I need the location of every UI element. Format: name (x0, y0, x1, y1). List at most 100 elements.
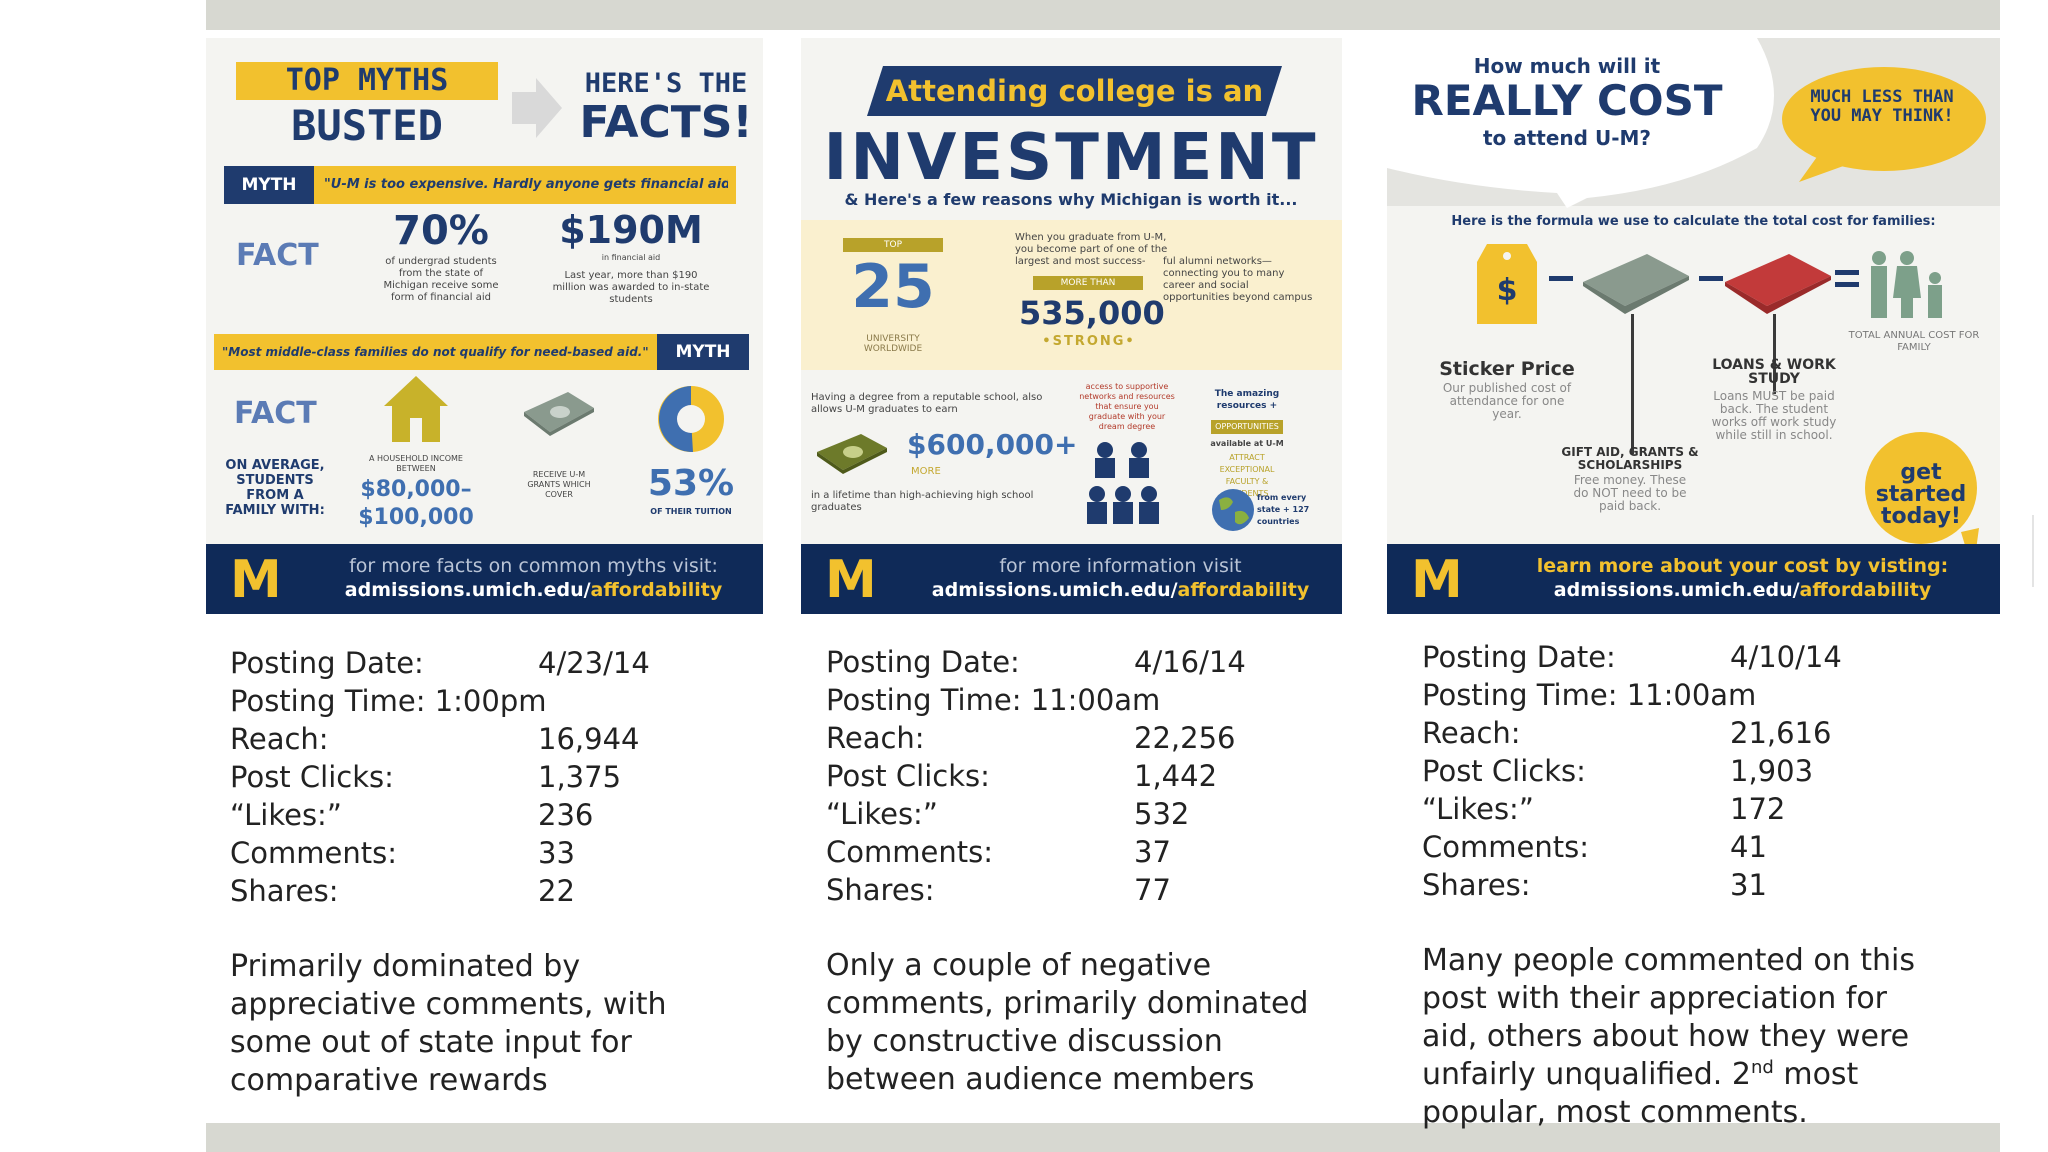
clicks-value: 1,375 (538, 760, 622, 794)
title-busted: BUSTED (291, 101, 443, 150)
myth-label: MYTH (224, 166, 314, 204)
footer-url-highlight: affordability (1177, 579, 1310, 601)
stat-190m-text: Last year, more than $190 million was aw… (552, 270, 710, 305)
footer-caption: for more facts on common myths visit: (349, 555, 718, 577)
more-than-label: MORE THAN (1033, 276, 1143, 290)
grant-pointer (1631, 314, 1634, 454)
banner-text: Attending college is an (885, 74, 1264, 108)
family-icon (1871, 251, 1942, 318)
footer-url-base: admissions.umich.edu/ (1553, 579, 1800, 601)
minus-sign-2 (1699, 276, 1723, 281)
fact-label: FACT (236, 238, 319, 273)
likes-label: “Likes:” (230, 798, 342, 832)
card-footer: M learn more about your cost by visting:… (1387, 544, 2000, 614)
cost-q2: REALLY COST (1411, 76, 1723, 125)
pct-value: 53% (647, 463, 735, 504)
date-value: 4/16/14 (1134, 645, 1246, 679)
speech-bubble-right (1782, 67, 1986, 182)
average-text: ON AVERAGE, STUDENTS FROM A FAMILY WITH: (225, 458, 325, 518)
money-more: MORE (911, 466, 941, 477)
footer-url-base: admissions.umich.edu/ (931, 579, 1178, 601)
summary-line: between audience members (826, 1062, 1255, 1097)
footer-url[interactable]: admissions.umich.edu/affordability (1497, 578, 1988, 602)
degree-text: Having a degree from a reputable school,… (811, 392, 1043, 415)
reach-value: 22,256 (1134, 721, 1236, 755)
pie-53-icon (658, 386, 724, 453)
money-value: $600,000+ (907, 428, 1078, 461)
title-heres-the: HERE'S THE (584, 68, 748, 99)
top-25: 25 (851, 252, 935, 322)
shares-value: 22 (538, 874, 575, 908)
infographic-cost: How much will it REALLY COST to attend U… (1387, 38, 2000, 614)
svg-text:$: $ (1497, 273, 1518, 308)
comments-label: Comments: (826, 835, 993, 869)
comments-label: Comments: (230, 836, 397, 870)
summary-line: appreciative comments, with (230, 987, 667, 1022)
cash-icon (524, 392, 594, 436)
likes-value: 172 (1730, 792, 1786, 826)
title-facts: FACTS! (579, 97, 753, 148)
reach-value: 21,616 (1730, 716, 1832, 750)
footer-url-highlight: affordability (590, 579, 723, 601)
comments-value: 37 (1134, 835, 1171, 869)
summary-line: post with their appreciation for (1422, 981, 1888, 1016)
speech-bubble-left (1387, 38, 1774, 208)
clicks-label: Post Clicks: (826, 759, 990, 793)
minus-sign-1 (1549, 276, 1573, 281)
investment-subtitle: & Here's a few reasons why Michigan is w… (844, 190, 1298, 209)
loan-money-icon (1725, 254, 1831, 314)
summary-line: some out of state input for (230, 1025, 632, 1060)
title-top-myths: TOP MYTHS (285, 63, 449, 98)
avail-text: available at U-M (1210, 439, 1284, 448)
investment-title: INVESTMENT (823, 121, 1319, 195)
summary-line: Many people commented on this (1422, 943, 1916, 978)
shares-value: 77 (1134, 873, 1171, 907)
post-summary-3: Many people commented on this post with … (1422, 942, 1982, 1132)
cost-q3: to attend U-M? (1482, 126, 1651, 150)
top-bar (206, 0, 2000, 30)
summary-line: comparative rewards (230, 1063, 548, 1098)
time-label: Posting Time: 11:00am (1422, 678, 1757, 712)
reach-label: Reach: (1422, 716, 1521, 750)
post-summary-1: Primarily dominated by appreciative comm… (230, 948, 700, 1100)
clicks-label: Post Clicks: (1422, 754, 1586, 788)
get-started-text[interactable]: get started today! (1875, 460, 1967, 529)
shares-label: Shares: (230, 874, 339, 908)
shares-label: Shares: (1422, 868, 1531, 902)
footer-caption: learn more about your cost by visting: (1536, 555, 1949, 577)
loans-text: Loans MUST be paid back. The student wor… (1711, 389, 1837, 442)
reach-label: Reach: (230, 722, 329, 756)
date-label: Posting Date: (230, 646, 424, 680)
infographic-investment: Attending college is an INVESTMENT & Her… (801, 38, 1342, 614)
footer-url-base: admissions.umich.edu/ (344, 579, 591, 601)
footer-text: for more facts on common myths visit: ad… (316, 554, 751, 602)
reach-label: Reach: (826, 721, 925, 755)
comments-value: 33 (538, 836, 575, 870)
globe-icon (1212, 489, 1254, 531)
date-label: Posting Date: (826, 645, 1020, 679)
summary-superscript: nd (1750, 1057, 1774, 1078)
likes-label: “Likes:” (826, 797, 938, 831)
gift-title: GIFT AID, GRANTS & SCHOLARSHIPS (1561, 445, 1699, 472)
alumni-value: 535,000 (1019, 294, 1165, 332)
summary-line: comments, primarily dominated (826, 986, 1309, 1021)
money-text: in a lifetime than high-achieving high s… (811, 490, 1034, 513)
post-summary-2: Only a couple of negative comments, prim… (826, 947, 1326, 1099)
summary-line: popular, most comments. (1422, 1095, 1808, 1130)
alumni-text-1: When you graduate from U-M, you become p… (1015, 232, 1168, 267)
stat-70: 70% (393, 208, 489, 254)
grants-text: RECEIVE U-M GRANTS WHICH COVER (527, 470, 591, 499)
time-label: Posting Time: 11:00am (826, 683, 1161, 717)
top-text: UNIVERSITY WORLDWIDE (863, 334, 923, 354)
card-footer: M for more information visit admissions.… (801, 544, 1342, 614)
myth-ribbon-2: "Most middle-class families do not quali… (214, 334, 749, 370)
date-label: Posting Date: (1422, 640, 1616, 674)
gift-text: Free money. These do NOT need to be paid… (1573, 473, 1687, 513)
myth-text: "U-M is too expensive. Hardly anyone get… (324, 177, 728, 192)
footer-url[interactable]: admissions.umich.edu/affordability (911, 578, 1330, 602)
comments-value: 41 (1730, 830, 1767, 864)
income-label: A HOUSEHOLD INCOME BETWEEN (369, 454, 463, 473)
clicks-label: Post Clicks: (230, 760, 394, 794)
card-footer: M for more facts on common myths visit: … (206, 544, 763, 614)
footer-url[interactable]: admissions.umich.edu/affordability (316, 578, 751, 602)
